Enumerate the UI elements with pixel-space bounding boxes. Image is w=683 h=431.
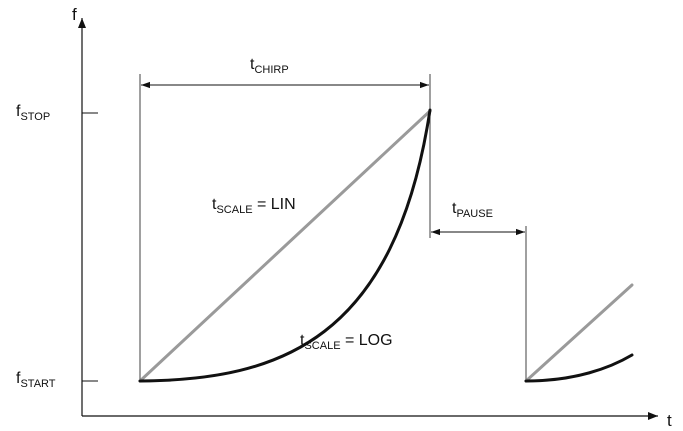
lin-curve-repeat <box>526 285 632 381</box>
lin-curve-label: tSCALE = LIN <box>212 196 296 214</box>
log-curve-label: tSCALE = LOG <box>300 332 393 350</box>
f-start-label: fSTART <box>16 370 56 388</box>
x-axis-label: t <box>667 411 672 426</box>
f-stop-label: fSTOP <box>16 103 50 121</box>
y-axis-label: f <box>72 5 77 24</box>
t-pause-label: tPAUSE <box>452 200 493 218</box>
t-chirp-label: tCHIRP <box>250 56 289 74</box>
